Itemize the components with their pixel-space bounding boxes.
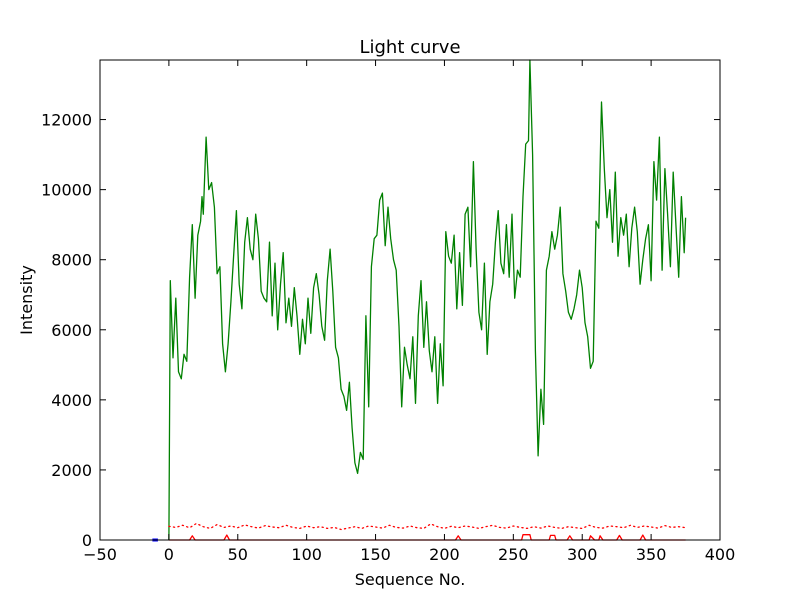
y-axis-ticks: 0 2000 4000 6000 8000 10000 12000 bbox=[41, 111, 720, 550]
x-tick-label: 350 bbox=[636, 545, 667, 564]
axes-frame bbox=[99, 59, 721, 541]
x-tick-label: 50 bbox=[228, 545, 248, 564]
x-tick-label: 150 bbox=[360, 545, 391, 564]
y-tick-label: 0 bbox=[82, 531, 92, 550]
y-tick-label: 8000 bbox=[51, 251, 92, 270]
x-axis-label: Sequence No. bbox=[355, 570, 466, 589]
x-tick-label: 100 bbox=[291, 545, 322, 564]
y-tick-label: 10000 bbox=[41, 181, 92, 200]
x-tick-label: 300 bbox=[567, 545, 598, 564]
series-line-3 bbox=[168, 534, 686, 541]
x-tick-label: 200 bbox=[429, 545, 460, 564]
x-axis-ticks: −50 0 50 100 150 200 250 300 350 400 bbox=[83, 60, 735, 564]
y-tick-label: 4000 bbox=[51, 391, 92, 410]
series-line-1 bbox=[168, 59, 687, 541]
y-tick-label: 6000 bbox=[51, 321, 92, 340]
x-tick-label: 400 bbox=[705, 545, 736, 564]
chart-title: Light curve bbox=[359, 37, 460, 58]
y-tick-label: 2000 bbox=[51, 461, 92, 480]
x-tick-label: −50 bbox=[83, 545, 117, 564]
x-tick-label: 250 bbox=[498, 545, 529, 564]
y-tick-label: 12000 bbox=[41, 111, 92, 130]
series-line-2 bbox=[168, 522, 687, 531]
y-axis-label: Intensity bbox=[17, 265, 36, 335]
x-tick-label: 0 bbox=[164, 545, 174, 564]
